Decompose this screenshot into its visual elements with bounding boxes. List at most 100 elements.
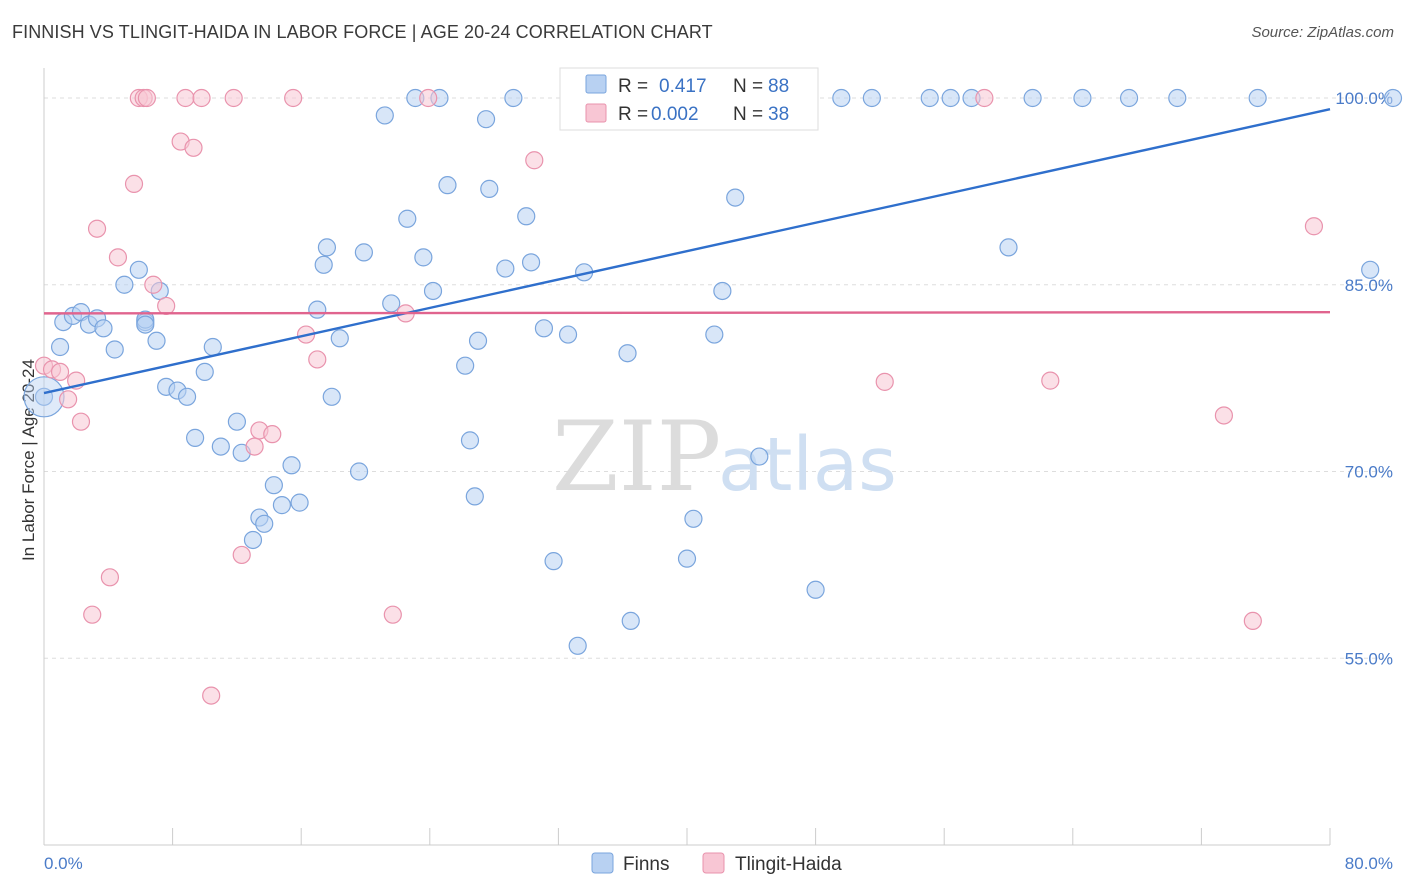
- finns-point: [414, 248, 433, 267]
- tlingit-haida-point: [232, 545, 251, 565]
- tlingit-haida-point: [59, 390, 78, 409]
- finns-point: [330, 329, 349, 348]
- tlingit-haida-point: [875, 372, 894, 391]
- finns-point: [1119, 88, 1139, 108]
- finns-point: [1023, 88, 1042, 108]
- tlingit-haida-point: [1041, 371, 1060, 390]
- finns-point: [195, 362, 214, 381]
- finns-point: [203, 337, 222, 357]
- finns-point: [806, 580, 825, 599]
- finns-point: [129, 260, 148, 279]
- tlingit-haida-point: [419, 88, 438, 108]
- finns-point: [147, 331, 166, 350]
- tlingit-haida-point: [184, 138, 203, 157]
- legend-swatch-finns: [591, 852, 614, 874]
- tlingit-haida-point: [71, 412, 91, 431]
- finns-point: [322, 387, 341, 406]
- y-tick-labels: 55.0% 70.0% 85.0% 100.0%: [1335, 89, 1393, 668]
- tlingit-haida-point: [192, 88, 211, 108]
- finns-point: [677, 549, 697, 568]
- watermark-zip: ZIP: [552, 401, 721, 513]
- finns-point: [713, 281, 732, 301]
- stats-r-label-tlingit: R =: [618, 104, 648, 125]
- tlingit-haida-point: [263, 425, 282, 444]
- y-tick-label: 70.0%: [1345, 463, 1393, 482]
- tlingit-haida-point: [202, 686, 221, 705]
- finns-point: [726, 188, 745, 207]
- finns-point: [468, 331, 488, 350]
- finns-point: [282, 456, 301, 475]
- axes: [43, 68, 1331, 846]
- tlingit-haida-points: [34, 88, 1324, 705]
- tlingit-haida-point: [1304, 217, 1324, 236]
- stats-swatch-finns: [585, 74, 607, 94]
- finns-point: [398, 209, 417, 228]
- legend-label-finns: Finns: [623, 854, 669, 875]
- finns-point: [382, 294, 401, 313]
- stats-n-label-finns: N =: [733, 76, 763, 97]
- finns-point: [375, 106, 394, 125]
- finns-point: [243, 530, 263, 550]
- tlingit-haida-point: [245, 437, 264, 456]
- finns-point: [862, 88, 881, 108]
- finns-points: [23, 88, 1403, 655]
- tlingit-haida-trend-line: [43, 310, 1331, 315]
- y-axis-title: In Labor Force | Age 20-24: [19, 359, 38, 561]
- finns-point: [314, 255, 333, 274]
- y-tick-label: 55.0%: [1345, 649, 1393, 668]
- tlingit-haida-point: [975, 88, 994, 108]
- x-tick-labels: 0.0% 80.0%: [44, 854, 1393, 873]
- stats-r-value-tlingit: 0.002: [651, 104, 699, 125]
- finns-point: [438, 176, 457, 195]
- finns-point: [272, 496, 292, 515]
- finns-point: [684, 509, 703, 528]
- finns-point: [349, 462, 369, 481]
- finns-point: [186, 428, 205, 447]
- finns-point: [94, 319, 113, 338]
- chart-title: FINNISH VS TLINGIT-HAIDA IN LABOR FORCE …: [12, 22, 713, 42]
- tlingit-haida-point: [224, 88, 243, 108]
- finns-point: [354, 243, 373, 262]
- finns-point: [750, 447, 769, 466]
- finns-point: [1073, 88, 1092, 108]
- finns-point: [211, 437, 230, 456]
- finns-point: [1383, 88, 1403, 108]
- source-label: Source: ZipAtlas.com: [1251, 24, 1394, 41]
- finns-point: [999, 238, 1018, 257]
- tlingit-haida-point: [87, 219, 107, 238]
- x-tick-label: 0.0%: [44, 854, 83, 873]
- grid-lines: [44, 97, 1393, 659]
- y-tick-label: 85.0%: [1345, 276, 1393, 295]
- finns-point: [1248, 88, 1267, 108]
- tlingit-haida-point: [176, 88, 195, 108]
- tlingit-haida-point: [383, 605, 402, 624]
- tlingit-haida-point: [308, 350, 327, 369]
- tlingit-haida-point: [124, 174, 144, 194]
- finns-point: [456, 356, 475, 375]
- series-legend: Finns Tlingit-Haida: [591, 852, 842, 875]
- stats-r-label-finns: R =: [618, 76, 648, 97]
- finns-point: [618, 344, 637, 363]
- finns-point: [476, 110, 496, 129]
- tlingit-haida-point: [137, 88, 156, 108]
- finns-point: [136, 315, 155, 334]
- finns-point: [227, 412, 246, 431]
- finns-point: [521, 253, 541, 272]
- finns-point: [264, 476, 283, 495]
- stats-legend: R = 0.417 N = 88 R = 0.002 N = 38: [559, 67, 819, 131]
- stats-n-label-tlingit: N =: [733, 104, 763, 125]
- watermark-atlas: atlas: [718, 422, 897, 508]
- finns-point-large: [23, 376, 65, 418]
- x-tick-label: 80.0%: [1345, 854, 1393, 873]
- finns-point: [308, 300, 327, 319]
- finns-point: [1361, 260, 1380, 279]
- tlingit-haida-point: [1243, 611, 1262, 631]
- finns-point: [920, 88, 939, 108]
- stats-n-value-tlingit: 38: [768, 104, 789, 125]
- stats-r-value-finns: 0.417: [659, 76, 707, 97]
- finns-point: [621, 611, 640, 631]
- finns-point: [115, 275, 134, 294]
- stats-n-value-finns: 88: [768, 76, 789, 97]
- finns-point: [50, 337, 70, 357]
